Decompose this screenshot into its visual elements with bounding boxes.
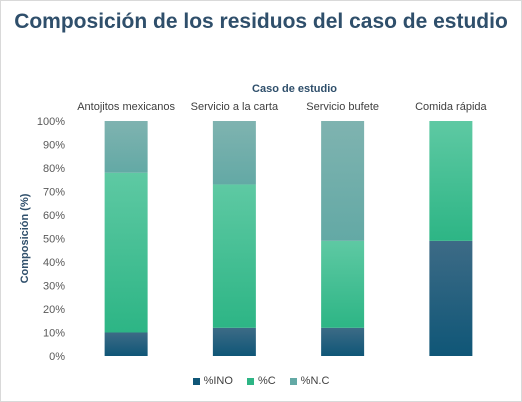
legend-swatch-c: [246, 377, 254, 385]
bar-segment: [429, 121, 473, 241]
y-tick-label: 100%: [37, 116, 65, 128]
legend-label-c: %C: [257, 375, 276, 387]
category-label: Servicio a la carta: [191, 101, 279, 113]
legend-swatch-nc: [289, 377, 297, 385]
y-tick-label: 90%: [43, 140, 65, 152]
category-label: Servicio bufete: [306, 101, 379, 113]
category-label: Antojitos mexicanos: [77, 101, 175, 113]
bar-segment: [212, 121, 256, 185]
legend-item-ino: %INO: [192, 375, 233, 387]
y-tick-label: 0%: [49, 351, 65, 363]
legend-item-c: %C: [246, 375, 276, 387]
bar-segment: [321, 327, 365, 356]
x-axis-title: Caso de estudio: [252, 83, 337, 95]
bar-segment: [104, 332, 148, 356]
bar-segment: [429, 240, 473, 356]
category-label: Comida rápida: [415, 101, 487, 113]
legend-label-ino: %INO: [203, 375, 233, 387]
y-tick-label: 10%: [43, 328, 65, 340]
bar-segment: [104, 172, 148, 333]
y-tick-label: 30%: [43, 281, 65, 293]
bar-segment: [321, 240, 365, 328]
legend-swatch-ino: [192, 377, 200, 385]
chart-title: Composición de los residuos del caso de …: [14, 10, 508, 33]
y-tick-label: 70%: [43, 187, 65, 199]
legend: %INO %C %N.C: [0, 375, 522, 387]
bar-segment: [321, 121, 365, 241]
y-tick-label: 60%: [43, 210, 65, 222]
bar-segment: [104, 121, 148, 173]
bar-segment: [212, 184, 256, 328]
bar-segment: [212, 327, 256, 356]
y-tick-label: 80%: [43, 163, 65, 175]
y-tick-label: 50%: [43, 234, 65, 246]
legend-label-nc: %N.C: [300, 375, 330, 387]
y-tick-label: 20%: [43, 304, 65, 316]
y-tick-label: 40%: [43, 257, 65, 269]
legend-item-nc: %N.C: [289, 375, 330, 387]
y-axis-title: Composición (%): [19, 193, 31, 283]
